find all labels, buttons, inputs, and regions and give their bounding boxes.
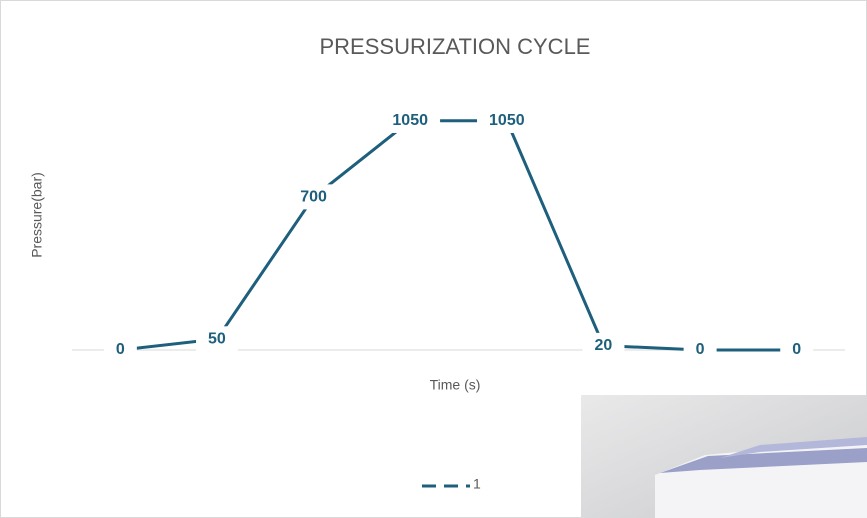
data-label: 50	[208, 330, 226, 347]
data-label: 0	[792, 341, 801, 358]
data-label: 700	[300, 188, 327, 205]
data-label: 1050	[489, 112, 525, 129]
data-label: 0	[116, 341, 125, 358]
chart-title: PRESSURIZATION CYCLE	[320, 34, 591, 59]
legend-label: 1	[473, 476, 481, 492]
data-label: 20	[595, 337, 613, 354]
data-label: 0	[696, 341, 705, 358]
data-label: 1050	[392, 112, 428, 129]
y-axis-label: Pressure(bar)	[29, 172, 45, 258]
photo-overlay	[581, 395, 867, 518]
x-axis-label: Time (s)	[430, 377, 481, 393]
chart: PRESSURIZATION CYCLE Pressure(bar) Time …	[0, 0, 867, 518]
